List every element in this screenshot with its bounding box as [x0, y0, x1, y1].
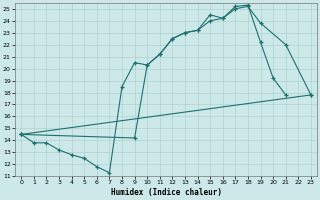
- X-axis label: Humidex (Indice chaleur): Humidex (Indice chaleur): [111, 188, 221, 197]
